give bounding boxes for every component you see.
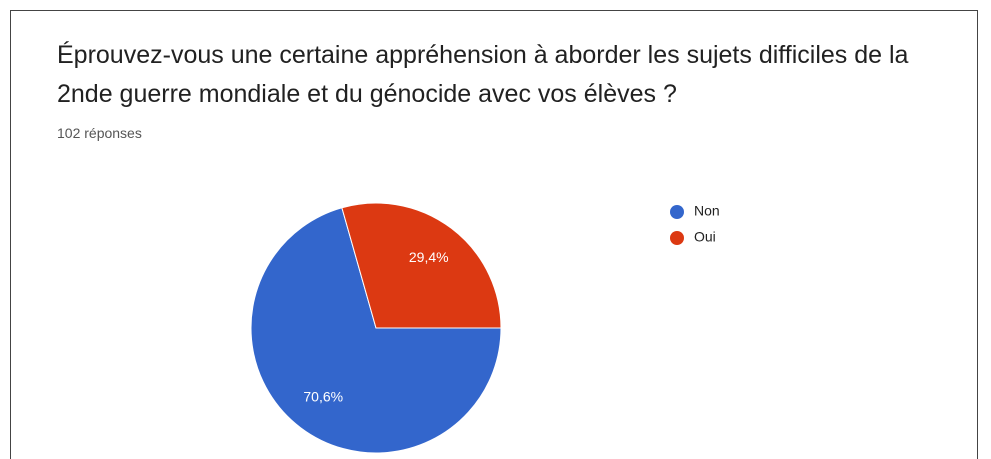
slice-label: 70,6% — [303, 389, 343, 405]
legend-marker — [670, 205, 684, 219]
legend-label: Non — [694, 203, 720, 219]
pie-slice — [250, 207, 502, 454]
legend-label: Oui — [694, 229, 716, 245]
chart-title: Éprouvez-vous une certaine appréhension … — [57, 41, 909, 108]
response-count: 102 réponses — [57, 125, 142, 141]
slice-label: 29,4% — [409, 249, 449, 265]
pie-slice — [341, 202, 502, 329]
card — [10, 10, 978, 459]
legend-marker — [670, 231, 684, 245]
